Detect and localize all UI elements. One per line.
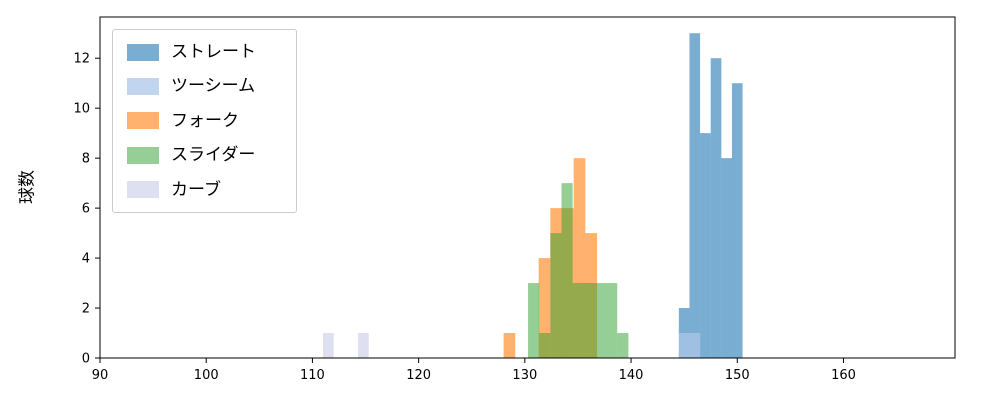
legend-item: ストレート bbox=[127, 42, 282, 62]
hist-bar-series-3 bbox=[528, 283, 540, 358]
legend-item: フォーク bbox=[127, 111, 282, 131]
legend-swatch-icon bbox=[127, 112, 159, 130]
y-tick-label: 10 bbox=[73, 102, 90, 117]
legend-label: カーブ bbox=[171, 179, 221, 200]
legend-swatch-icon bbox=[127, 146, 159, 164]
hist-bar-series-3 bbox=[572, 283, 584, 358]
hist-bar-series-3 bbox=[561, 183, 573, 358]
legend-swatch-icon bbox=[127, 181, 159, 199]
hist-bar-series-0 bbox=[689, 33, 701, 358]
y-tick-label: 12 bbox=[73, 52, 90, 67]
x-tick-label: 90 bbox=[92, 368, 109, 383]
x-tick-label: 150 bbox=[725, 368, 750, 383]
y-tick-label: 2 bbox=[82, 302, 90, 317]
legend-label: ストレート bbox=[171, 42, 256, 62]
hist-bar-series-4 bbox=[323, 333, 334, 358]
hist-bar-series-0 bbox=[710, 58, 722, 358]
x-tick-label: 140 bbox=[619, 368, 644, 383]
x-tick-label: 100 bbox=[194, 368, 219, 383]
y-tick-label: 4 bbox=[82, 252, 90, 267]
x-tick-label: 120 bbox=[406, 368, 431, 383]
hist-bar-series-3 bbox=[594, 283, 607, 358]
hist-bar-series-2 bbox=[573, 158, 586, 358]
hist-bar-series-0 bbox=[700, 133, 711, 358]
legend-label: フォーク bbox=[171, 110, 239, 131]
legend-swatch-icon bbox=[127, 43, 159, 61]
hist-bar-series-2 bbox=[538, 258, 551, 358]
hist-bar-series-0 bbox=[721, 158, 732, 358]
hist-bar-series-2 bbox=[503, 333, 516, 358]
legend-swatch-icon bbox=[127, 78, 159, 96]
hist-bar-series-1 bbox=[678, 333, 701, 358]
plot-border bbox=[99, 16, 956, 359]
hist-bar-series-4 bbox=[358, 333, 369, 358]
x-tick-label: 110 bbox=[300, 368, 325, 383]
x-tick-label: 160 bbox=[831, 368, 856, 383]
legend-item: スライダー bbox=[127, 145, 282, 165]
hist-bar-series-3 bbox=[617, 333, 629, 358]
y-axis-label: 球数 bbox=[17, 170, 38, 204]
legend-label: スライダー bbox=[171, 145, 256, 166]
hist-bar-series-0 bbox=[731, 83, 743, 358]
y-tick-label: 8 bbox=[82, 152, 90, 167]
y-tick-label: 6 bbox=[82, 202, 90, 217]
y-tick-label: 0 bbox=[82, 352, 90, 367]
x-tick-label: 130 bbox=[512, 368, 537, 383]
legend: ストレート ツーシーム フォーク スライダー カーブ bbox=[112, 29, 297, 213]
legend-item: カーブ bbox=[127, 180, 282, 200]
hist-bar-series-3 bbox=[550, 233, 562, 358]
legend-label: ツーシーム bbox=[171, 76, 256, 97]
hist-bar-series-3 bbox=[539, 333, 551, 358]
hist-bar-series-3 bbox=[606, 283, 618, 358]
hist-bar-series-3 bbox=[583, 283, 595, 358]
legend-item: ツーシーム bbox=[127, 76, 282, 96]
